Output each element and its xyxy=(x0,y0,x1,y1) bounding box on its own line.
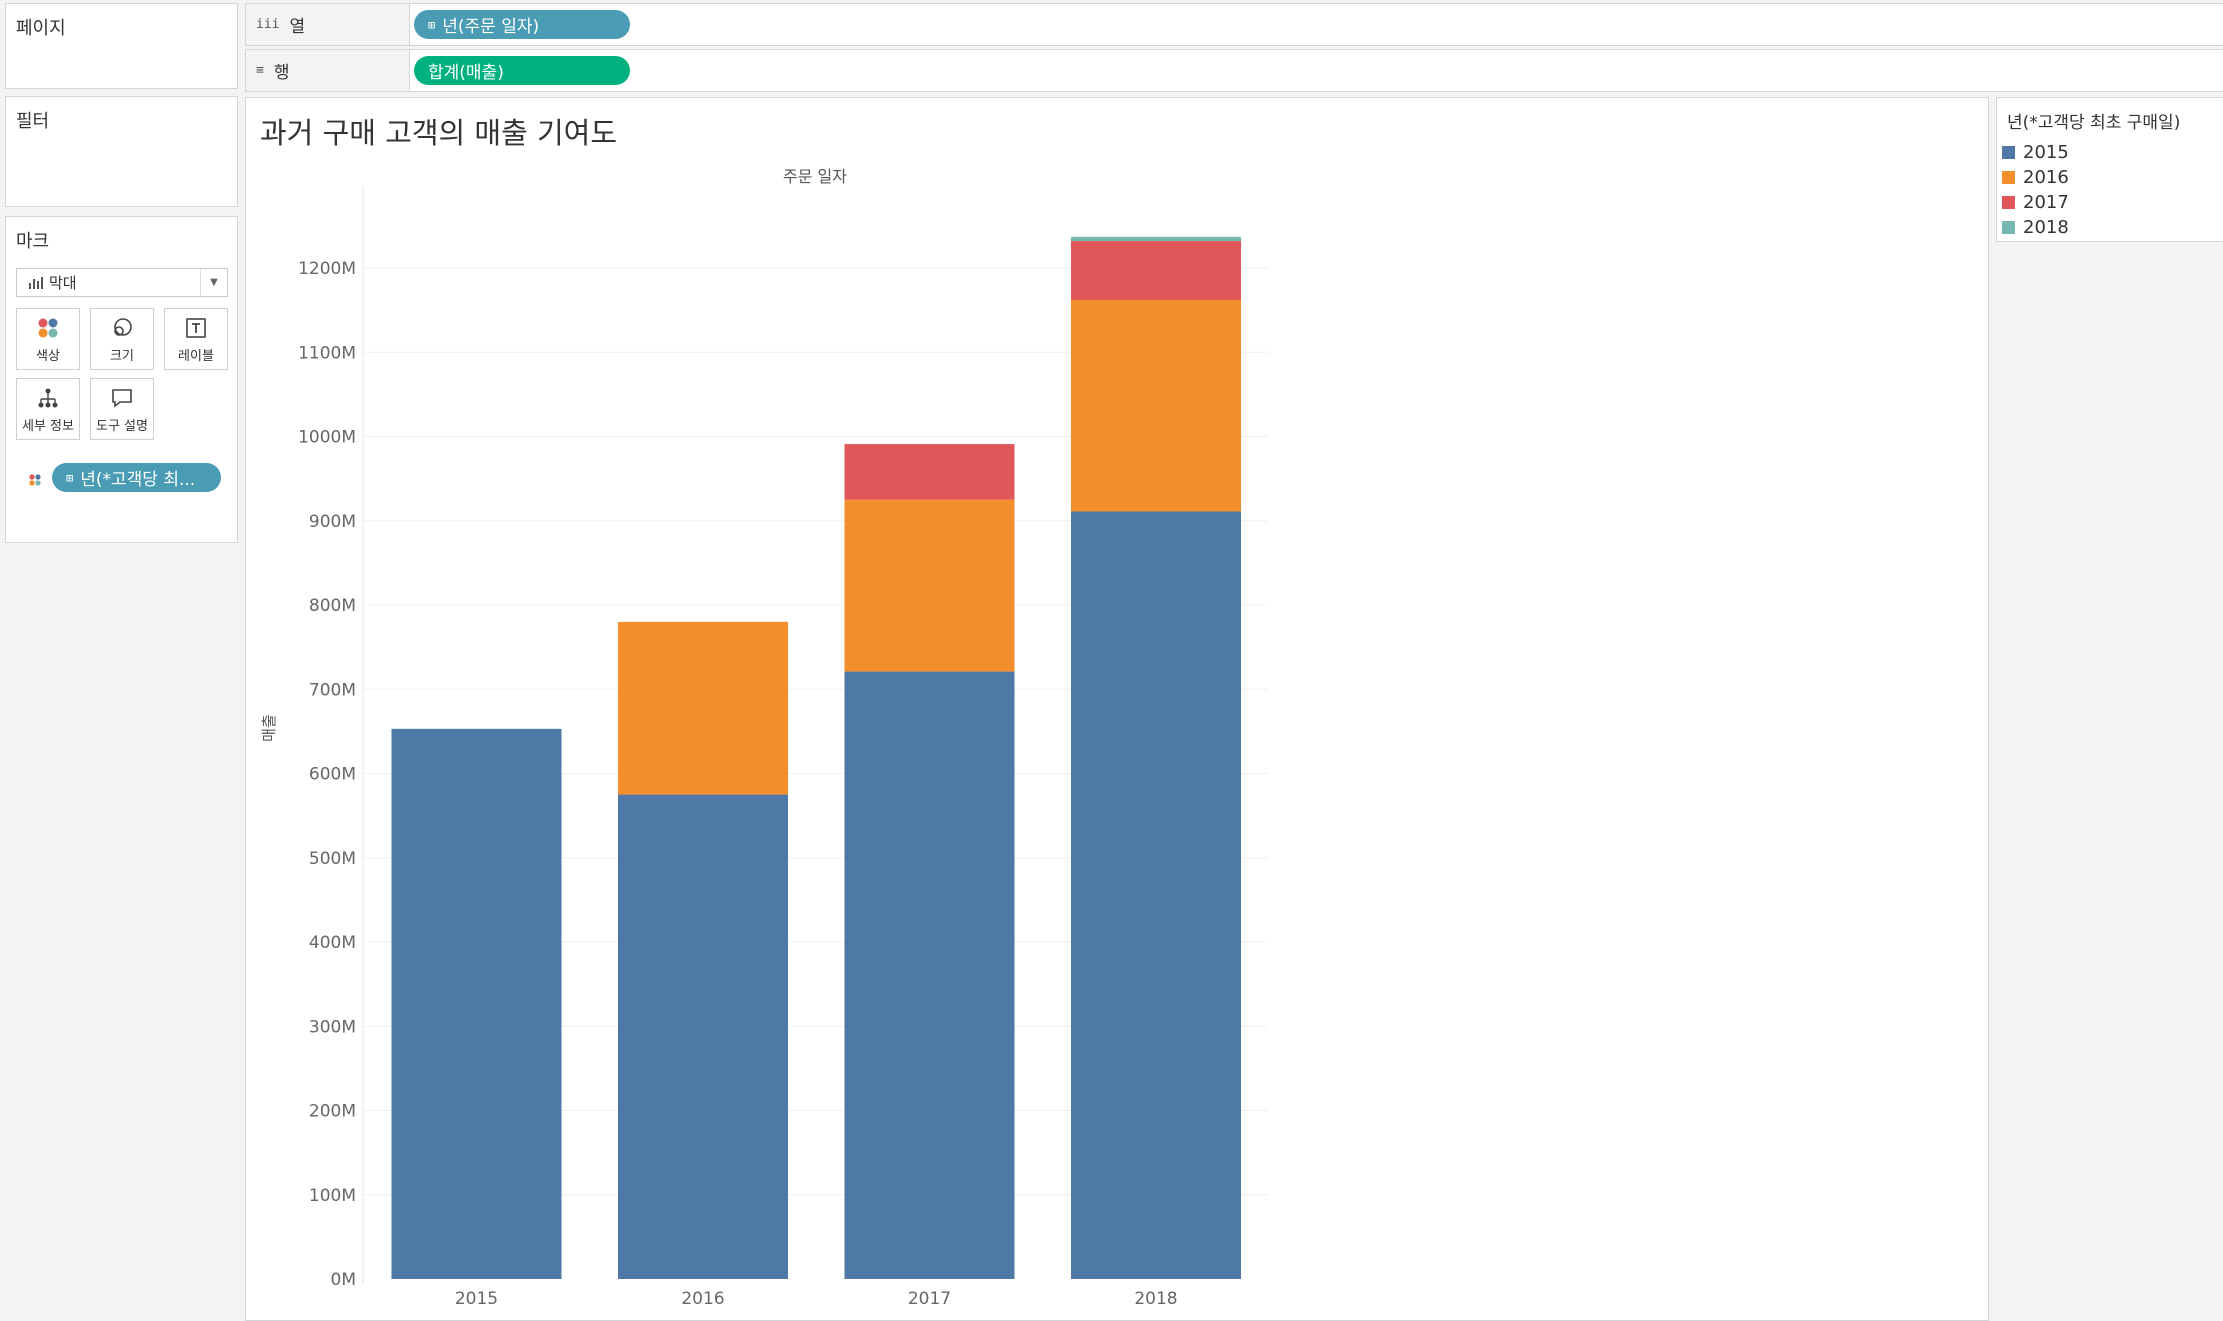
mark-type-value: 막대 xyxy=(49,274,77,292)
bar-segment xyxy=(391,728,562,1279)
filters-card[interactable]: 필터 xyxy=(5,96,238,207)
bar-segment xyxy=(618,621,788,795)
columns-shelf: iii 열 ⊞ 년(주문 일자) xyxy=(245,3,2223,46)
label-button-label: 레이블 xyxy=(178,348,214,364)
legend-swatch xyxy=(2002,146,2015,159)
legend-item-2015[interactable]: 2015 xyxy=(2002,142,2069,163)
legend-item-label: 2016 xyxy=(2023,167,2069,188)
bar-segment xyxy=(618,794,788,1279)
y-tick-label: 1000M xyxy=(298,428,356,448)
color-encoding-icon xyxy=(28,472,42,491)
legend-title: 년(*고객당 최초 구매일) xyxy=(2007,113,2181,133)
x-axis-header: 주문 일자 xyxy=(783,167,847,186)
size-button[interactable]: 크기 xyxy=(90,308,154,370)
x-tick-label: 2016 xyxy=(681,1289,724,1309)
bar-segment xyxy=(844,499,1015,672)
x-tick-label: 2015 xyxy=(455,1289,498,1309)
column-field-pill[interactable]: ⊞ 년(주문 일자) xyxy=(414,10,630,39)
chart-title: 과거 구매 고객의 매출 기여도 xyxy=(260,116,617,150)
y-tick-label: 1100M xyxy=(298,343,356,363)
y-tick-label: 800M xyxy=(309,596,356,616)
rows-shelf-label: ≡ 행 xyxy=(246,50,409,91)
expand-icon: ⊞ xyxy=(66,470,74,485)
columns-icon: iii xyxy=(256,17,280,32)
y-tick-label: 400M xyxy=(309,933,356,953)
y-tick-label: 700M xyxy=(309,680,356,700)
y-tick-label: 0M xyxy=(331,1270,356,1290)
bar-chart: 과거 구매 고객의 매출 기여도 주문 일자 매출 0M 100M 200M 300M… xyxy=(260,116,1268,1309)
chart-view: 과거 구매 고객의 매출 기여도 주문 일자 매출 0M 100M 200M 300M… xyxy=(245,97,1989,1321)
legend-swatch xyxy=(2002,171,2015,184)
legend-item-2016[interactable]: 2016 xyxy=(2002,167,2069,188)
tooltip-button-label: 도구 설명 xyxy=(96,418,148,434)
y-tick-label: 200M xyxy=(309,1102,356,1122)
text-label-icon xyxy=(184,315,208,341)
legend-item-2018[interactable]: 2018 xyxy=(2002,217,2069,238)
color-icon xyxy=(36,315,60,341)
marks-card-title: 마크 xyxy=(16,231,50,252)
tooltip-icon xyxy=(110,385,134,411)
detail-button-label: 세부 정보 xyxy=(22,418,74,434)
expand-icon: ⊞ xyxy=(428,17,436,32)
row-pill-label: 합계(매출) xyxy=(428,63,504,83)
legend-item-label: 2018 xyxy=(2023,217,2069,238)
columns-shelf-label: iii 열 xyxy=(246,4,409,45)
bar-segment xyxy=(844,444,1015,500)
detail-button[interactable]: 세부 정보 xyxy=(16,378,80,440)
y-tick-label: 100M xyxy=(309,1186,356,1206)
legend-item-label: 2017 xyxy=(2023,192,2069,213)
bar-segment xyxy=(1071,236,1241,242)
color-field-pill-label: 년(*고객당 최... xyxy=(80,470,196,490)
color-button-label: 색상 xyxy=(36,348,60,364)
pages-card-title: 페이지 xyxy=(16,18,66,39)
size-icon xyxy=(110,315,134,341)
bar-chart-icon xyxy=(29,276,43,289)
chevron-down-icon[interactable]: ▼ xyxy=(200,269,227,296)
marks-card: 마크 막대 ▼ 색상 크기 레이블 세부 정보 도구 설명 xyxy=(5,216,238,543)
column-pill-label: 년(주문 일자) xyxy=(442,17,540,37)
y-axis-label: 매출 xyxy=(260,714,278,742)
legend-swatch xyxy=(2002,221,2015,234)
y-tick-label: 600M xyxy=(309,765,356,785)
rows-label-text: 행 xyxy=(273,63,290,83)
bar-segment xyxy=(1071,511,1241,1279)
y-tick-label: 1200M xyxy=(298,259,356,279)
columns-drop-zone[interactable]: ⊞ 년(주문 일자) xyxy=(409,4,2223,45)
rows-icon: ≡ xyxy=(256,63,264,78)
rows-shelf: ≡ 행 합계(매출) xyxy=(245,49,2223,92)
y-tick-label: 300M xyxy=(309,1017,356,1037)
row-field-pill[interactable]: 합계(매출) xyxy=(414,56,630,85)
legend-swatch xyxy=(2002,196,2015,209)
detail-hierarchy-icon xyxy=(36,385,60,411)
mark-type-dropdown[interactable]: 막대 ▼ xyxy=(16,268,228,297)
color-field-pill[interactable]: ⊞ 년(*고객당 최... xyxy=(52,463,221,492)
y-tick-label: 900M xyxy=(309,512,356,532)
filters-card-title: 필터 xyxy=(16,111,50,132)
legend-item-2017[interactable]: 2017 xyxy=(2002,192,2069,213)
y-tick-label: 500M xyxy=(309,849,356,869)
color-button[interactable]: 색상 xyxy=(16,308,80,370)
legend-item-label: 2015 xyxy=(2023,142,2069,163)
pages-card[interactable]: 페이지 xyxy=(5,3,238,89)
size-button-label: 크기 xyxy=(110,348,134,364)
x-tick-label: 2017 xyxy=(908,1289,951,1309)
rows-drop-zone[interactable]: 합계(매출) xyxy=(409,50,2223,91)
x-tick-label: 2018 xyxy=(1134,1289,1177,1309)
tooltip-button[interactable]: 도구 설명 xyxy=(90,378,154,440)
color-legend[interactable]: 년(*고객당 최초 구매일) 2015 2016 2017 2018 xyxy=(1996,97,2223,242)
bar-segment xyxy=(1071,300,1241,512)
bar-segment xyxy=(844,671,1015,1279)
label-button[interactable]: 레이블 xyxy=(164,308,228,370)
bar-segment xyxy=(1071,241,1241,301)
columns-label-text: 열 xyxy=(289,17,306,37)
